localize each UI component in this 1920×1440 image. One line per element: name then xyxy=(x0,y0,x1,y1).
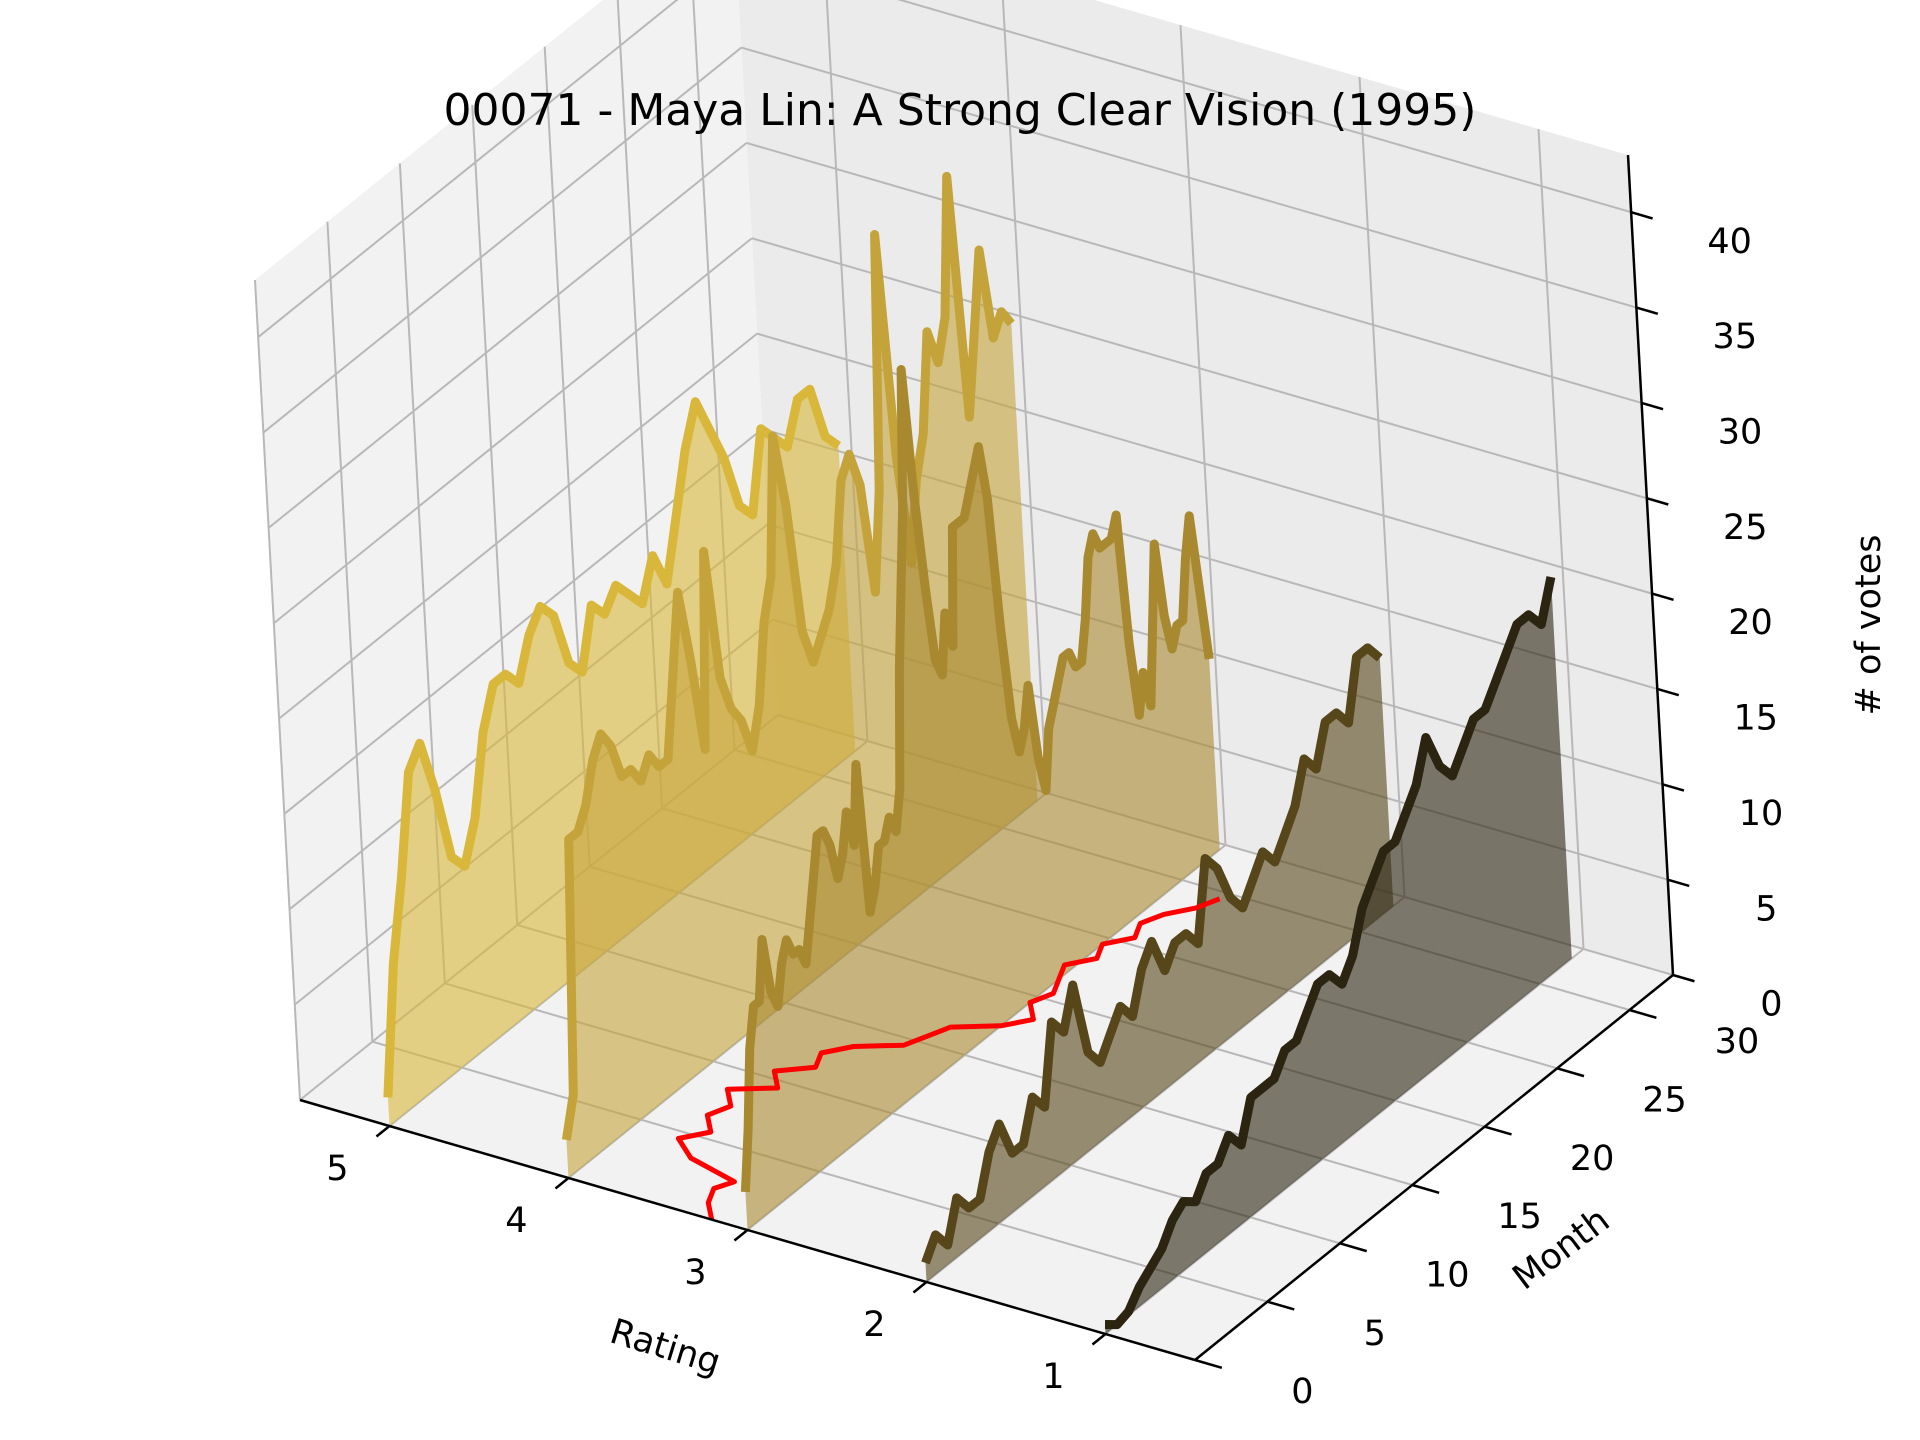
x-tick-label: 4 xyxy=(505,1201,527,1241)
series-fill-rating-5 xyxy=(387,389,856,1126)
gridline-z xyxy=(746,141,1642,404)
gridline-z xyxy=(262,46,742,434)
gridline-x xyxy=(1358,76,1406,898)
series-line-rating-5 xyxy=(383,384,842,1098)
y-tick xyxy=(1194,1358,1223,1370)
gridline-z xyxy=(741,46,1637,309)
y-tick-label: 25 xyxy=(1642,1081,1687,1121)
z-tick-label: 5 xyxy=(1755,889,1777,929)
y-tick xyxy=(1339,1242,1368,1253)
x-tick-label: 3 xyxy=(684,1253,706,1293)
series-group xyxy=(383,171,1572,1334)
z-tick xyxy=(1651,592,1674,602)
x-tick-label: 2 xyxy=(863,1305,885,1345)
mean-rating-line xyxy=(675,896,1221,1221)
series-fill-rating-4 xyxy=(566,176,1038,1178)
z-tick-label: 20 xyxy=(1728,603,1773,643)
y-tick-label: 30 xyxy=(1715,1022,1760,1062)
z-tick-label: 10 xyxy=(1739,794,1784,834)
z-tick xyxy=(1646,497,1669,506)
gridline-z xyxy=(751,237,1648,500)
z-tick xyxy=(1630,211,1653,220)
z-axis-line xyxy=(1626,154,1675,976)
gridline-x xyxy=(1001,0,1048,794)
x-tick xyxy=(912,1281,928,1294)
z-tick-label: 35 xyxy=(1713,317,1758,357)
z-tick xyxy=(1662,783,1685,792)
x-tick xyxy=(733,1229,749,1242)
y-tick xyxy=(1629,1008,1657,1020)
gridline-z xyxy=(267,142,748,529)
z-axis-label: # of votes xyxy=(1849,535,1889,716)
z-tick xyxy=(1667,878,1690,888)
z-tick xyxy=(1641,401,1664,411)
y-tick-label: 15 xyxy=(1497,1197,1542,1237)
gridline-y xyxy=(326,221,374,1042)
gridline-z xyxy=(273,237,753,625)
series-fill-rating-1 xyxy=(1105,577,1572,1334)
gridline-x xyxy=(1537,128,1585,950)
z-tick-label: 15 xyxy=(1733,699,1778,739)
gridline-z xyxy=(257,0,679,338)
chart-title: 00071 - Maya Lin: A Strong Clear Vision … xyxy=(444,85,1477,136)
series-fill-rating-3 xyxy=(745,369,1220,1230)
y-tick xyxy=(1267,1300,1295,1311)
gridline-x xyxy=(1179,24,1227,846)
z-tick-label: 25 xyxy=(1723,508,1768,548)
z-tick xyxy=(1672,973,1695,983)
series-line-rating-3 xyxy=(740,365,1214,1193)
x-tick xyxy=(554,1177,570,1190)
y-tick-label: 10 xyxy=(1425,1256,1470,1296)
gridline-y xyxy=(254,279,301,1101)
z-tick xyxy=(1656,687,1680,697)
y-axis-line xyxy=(1194,974,1674,1361)
z-tick-label: 40 xyxy=(1707,222,1752,262)
series-line-rating-2 xyxy=(921,643,1383,1265)
series-line-rating-1 xyxy=(1104,576,1556,1330)
x-tick-label: 5 xyxy=(326,1149,348,1189)
y-tick-label: 0 xyxy=(1291,1372,1313,1412)
z-tick xyxy=(1636,306,1659,315)
x-tick xyxy=(375,1125,391,1138)
y-tick xyxy=(1556,1067,1585,1078)
gridline-z xyxy=(897,0,1632,214)
z-tick-label: 30 xyxy=(1718,413,1763,453)
axis-lines xyxy=(299,154,1695,1370)
y-tick-label: 20 xyxy=(1570,1139,1615,1179)
z-tick-label: 0 xyxy=(1760,985,1782,1025)
x-tick xyxy=(1091,1333,1107,1346)
y-tick-label: 5 xyxy=(1364,1314,1386,1354)
side-pane xyxy=(255,0,778,1100)
x-tick-label: 1 xyxy=(1042,1357,1064,1397)
gridline-z xyxy=(278,332,758,720)
x-axis-label: Rating xyxy=(605,1312,725,1383)
gridline-x xyxy=(1104,948,1585,1335)
y-tick xyxy=(1484,1125,1512,1136)
y-tick xyxy=(1411,1183,1440,1195)
series-line-rating-4 xyxy=(561,171,1015,1141)
